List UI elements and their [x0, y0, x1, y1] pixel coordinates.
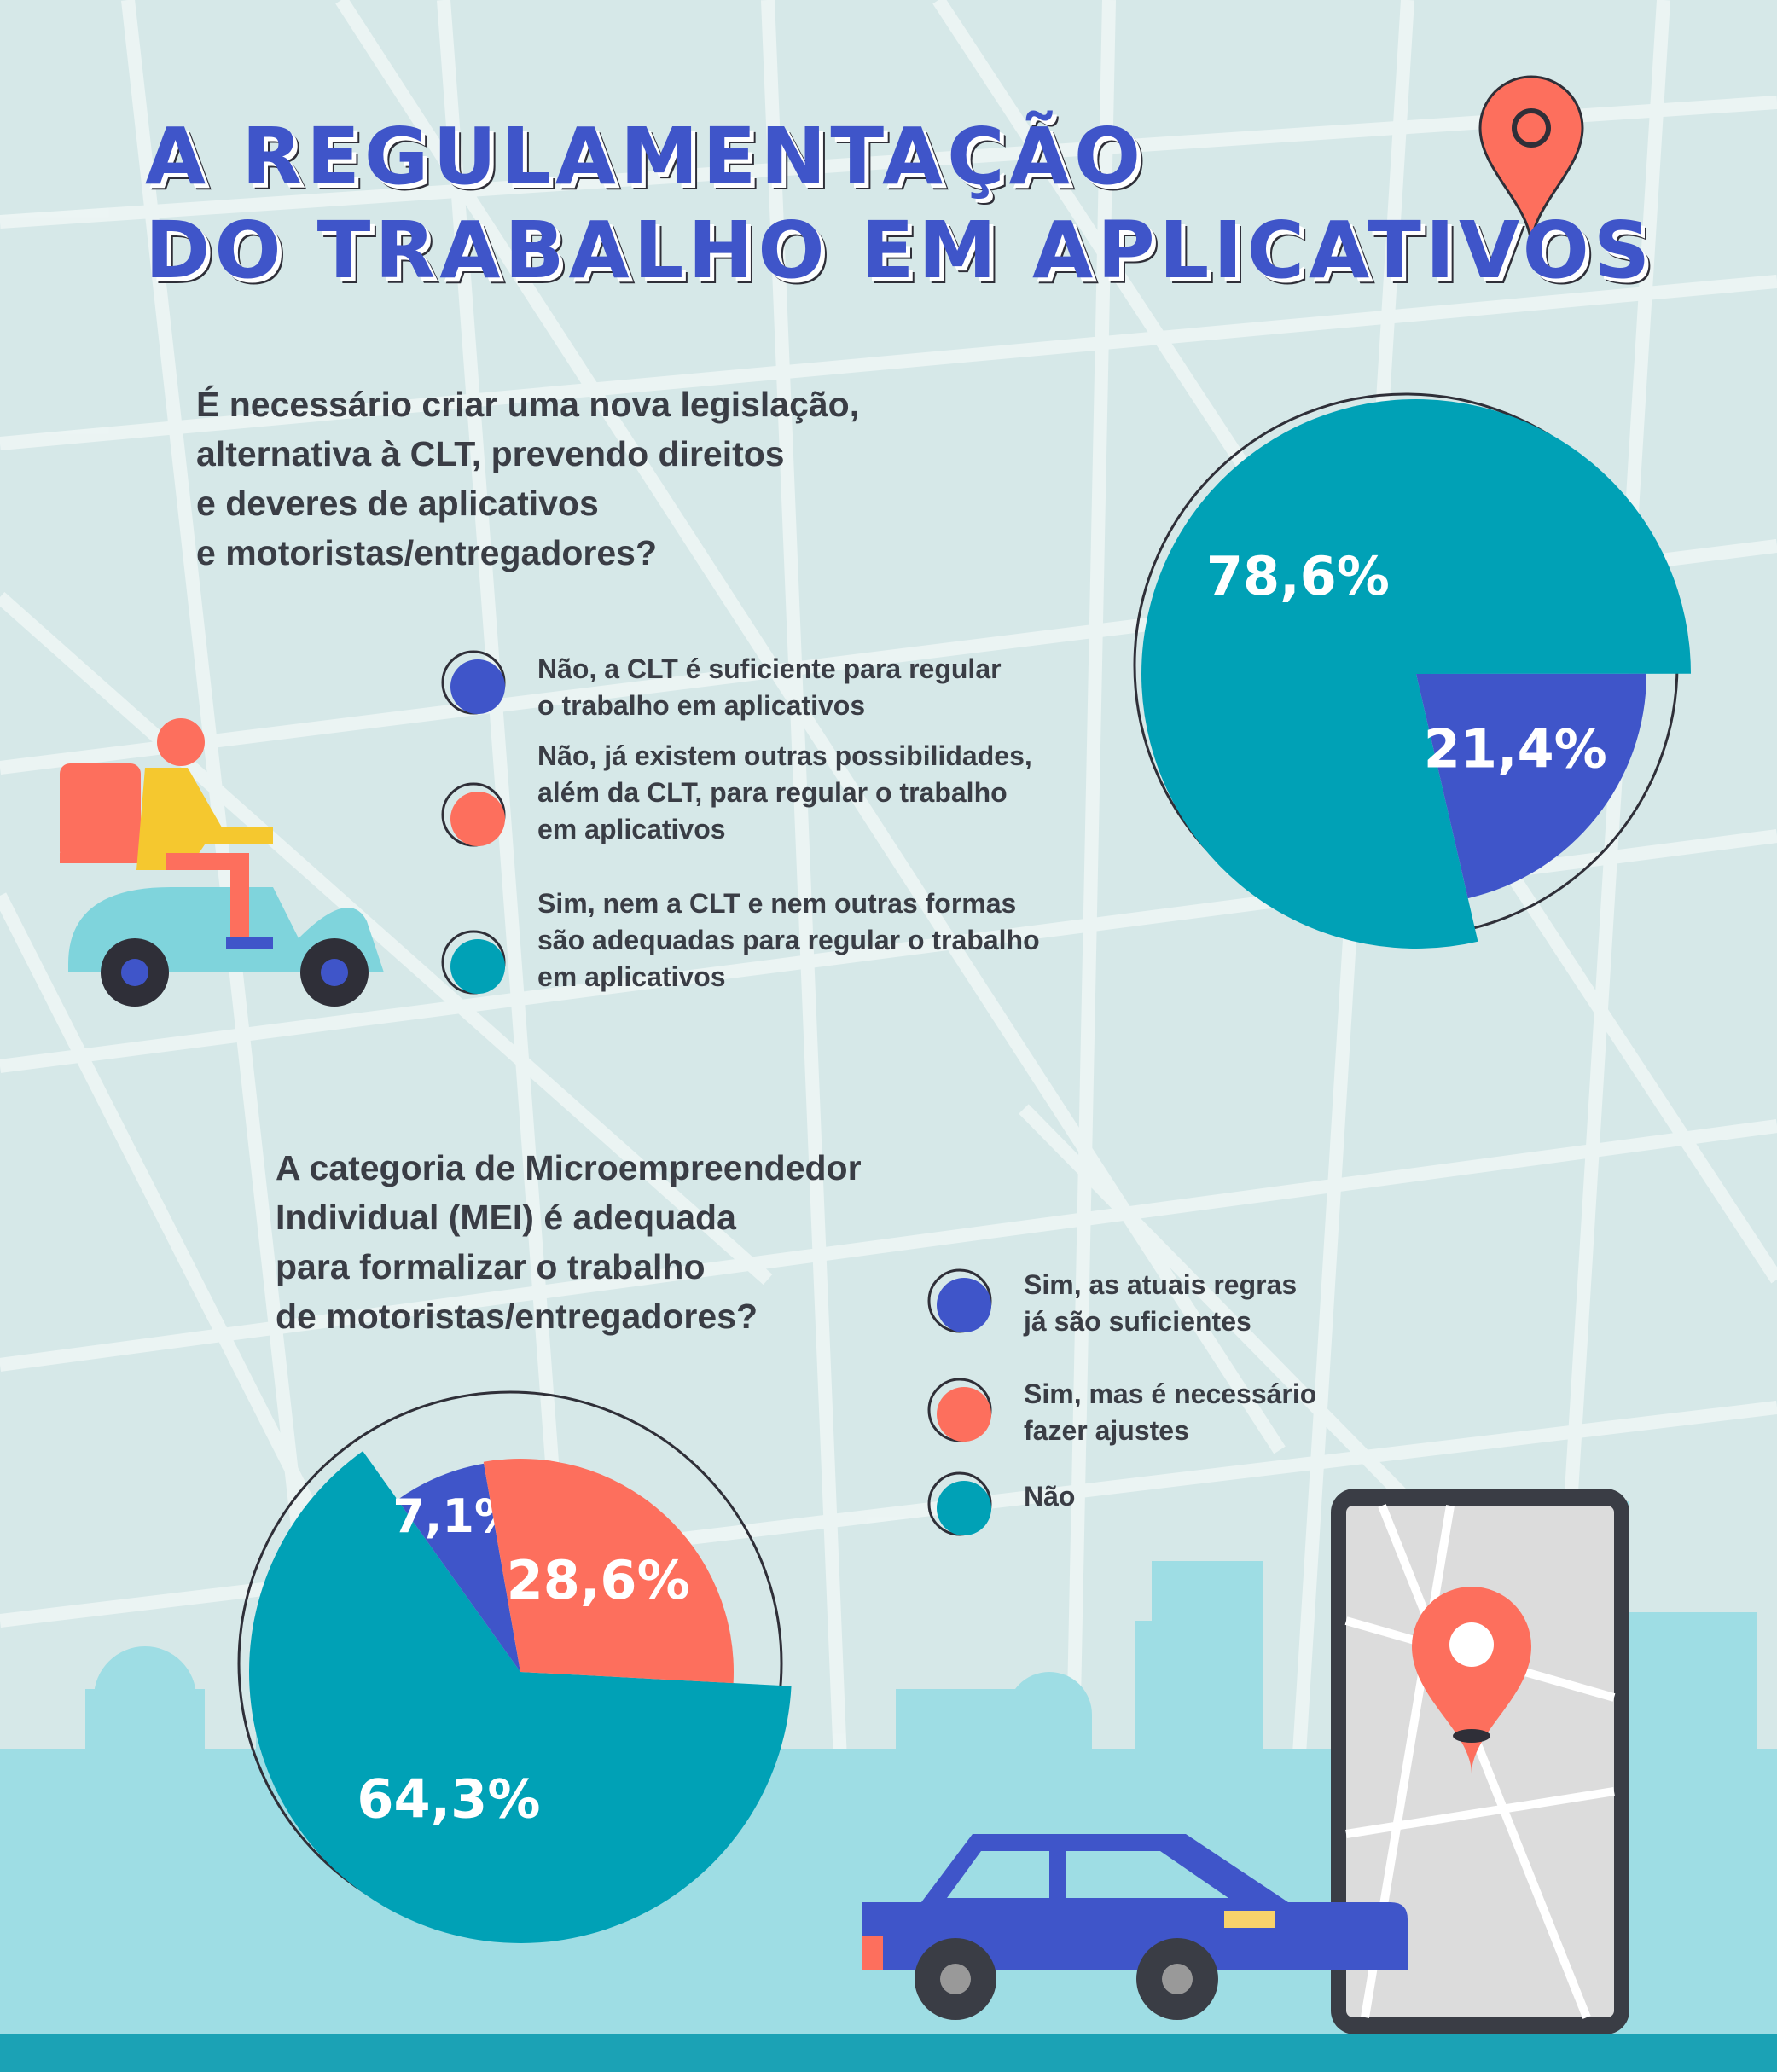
legend-dot-teal-icon [927, 1471, 992, 1536]
pie-1-label-1: 21,4% [1424, 717, 1607, 780]
pie-chart-2: 64,3%7,1%28,6% [237, 1390, 792, 1943]
question-2: A categoria de Microempreendedor Individ… [276, 1148, 862, 1336]
legend-1: Não, a CLT é suficiente para regular o t… [439, 648, 1088, 1024]
pie-2-label-2: 28,6% [507, 1549, 690, 1611]
legend-dot-coral-icon [441, 782, 506, 847]
location-pin-icon [1478, 75, 1584, 248]
pie-chart-1: 78,6% 21,4% [1133, 392, 1691, 949]
pie-2-label-0: 64,3% [357, 1767, 540, 1830]
legend-2: Sim, as atuais regras já são suficientes… [926, 1267, 1369, 1548]
smartphone-map-icon [1331, 1489, 1629, 2034]
pie-1-slice-1 [1416, 673, 1646, 899]
legend-dot-blue-icon [927, 1268, 992, 1333]
title-line-2: DO TRABALHO EM APLICATIVOS [145, 205, 1655, 296]
legend-2-label-0: Sim, as atuais regras já são suficientes [1024, 1269, 1298, 1337]
pie-2-slice-0 [248, 1451, 792, 1943]
legend-2-label-2: Não [1024, 1481, 1076, 1512]
pie-2-slice-2 [483, 1459, 735, 1684]
legend-1-label-0: Não, a CLT é suficiente para regular o t… [537, 653, 1002, 721]
legend-dot-coral-icon [927, 1378, 992, 1442]
title-line-1: A REGULAMENTAÇÃO [145, 111, 1146, 202]
legend-dot-teal-icon [441, 930, 506, 995]
car-icon [862, 1834, 1408, 2020]
pie-1-slice-0 [1141, 398, 1691, 949]
legend-1-label-2: Sim, nem a CLT e nem outras formas são a… [537, 888, 1040, 992]
legend-1-label-1: Não, já existem outras possibilidades, a… [537, 740, 1032, 844]
pie-2-slice-1 [397, 1463, 520, 1672]
question-1: É necessário criar uma nova legislação, … [196, 385, 860, 572]
scooter-delivery-icon [60, 718, 384, 1007]
bottom-band [0, 2034, 1777, 2072]
pie-1-label-0: 78,6% [1206, 545, 1390, 607]
legend-dot-blue-icon [441, 650, 506, 715]
legend-2-label-1: Sim, mas é necessário fazer ajustes [1024, 1378, 1317, 1446]
